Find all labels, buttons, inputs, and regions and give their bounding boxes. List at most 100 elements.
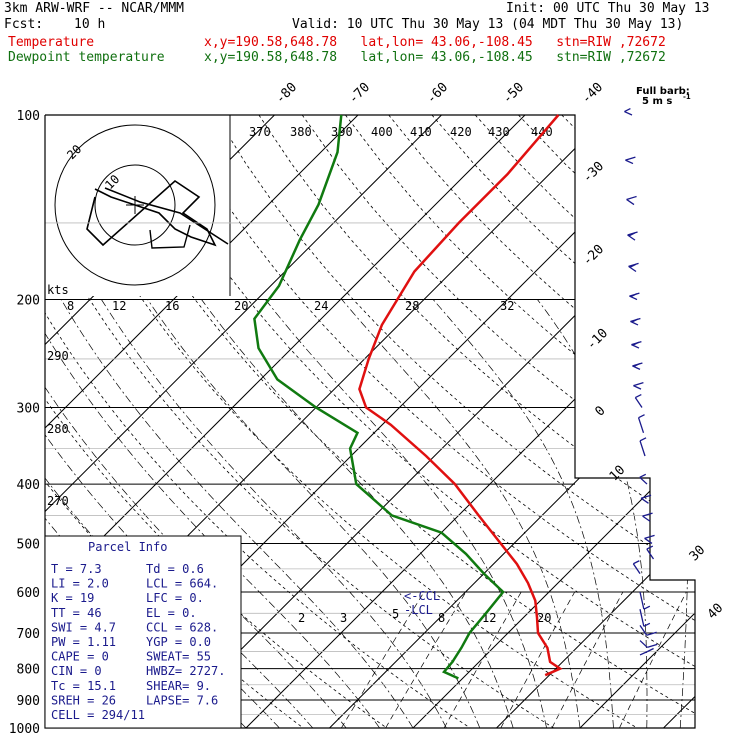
wind-barb bbox=[639, 647, 654, 656]
mixing-ratio-line bbox=[341, 591, 425, 728]
hodograph-speed-label: 28 bbox=[405, 299, 419, 313]
theta-label: 400 bbox=[371, 125, 393, 139]
wind-barb-flag bbox=[633, 362, 641, 368]
parcel-info-value: EL = 0. bbox=[146, 606, 197, 620]
wind-barb-flag bbox=[646, 631, 657, 636]
dewpoint-legend: Dewpoint temperature bbox=[8, 50, 165, 65]
mixing-ratio-labels: 2 3 5 8 12 20 bbox=[298, 607, 551, 625]
wind-barb-staff bbox=[624, 110, 633, 116]
wind-barb-staff bbox=[644, 537, 653, 545]
isotherm-line bbox=[412, 115, 695, 728]
hodograph-trace-line bbox=[86, 179, 217, 247]
wind-barb bbox=[639, 624, 657, 636]
parcel-info-value: K = 19 bbox=[51, 591, 94, 605]
full-barb-units: 5 m s bbox=[642, 96, 672, 107]
full-barb-legend: Full barb: 5 m s -1 bbox=[636, 86, 691, 107]
wind-barb-staff bbox=[639, 609, 645, 627]
wind-barb bbox=[632, 560, 641, 575]
theta-labels: 370 380 390 400 410 420 430 440 bbox=[249, 125, 553, 139]
wind-barb-staff bbox=[642, 515, 651, 522]
parcel-info-value: YGP = 0.0 bbox=[146, 635, 211, 649]
lcl-marker: -LCL bbox=[404, 603, 433, 617]
parcel-info-value: SWI = 4.7 bbox=[51, 620, 116, 634]
wind-barb-staff bbox=[633, 385, 642, 390]
isotherm-label-right: -30 bbox=[580, 159, 607, 186]
hodograph-speed-label: 32 bbox=[500, 299, 514, 313]
theta-label: 410 bbox=[410, 125, 432, 139]
theta-e-label: 290 bbox=[47, 349, 69, 363]
wind-barb bbox=[631, 341, 642, 349]
isotherm-label-right: -20 bbox=[580, 242, 607, 269]
moist-adiabat bbox=[201, 299, 514, 728]
dry-adiabat bbox=[215, 115, 695, 728]
theta-label: 420 bbox=[450, 125, 472, 139]
pressure-axis-labels: 100 200 300 400 500 600 700 800 900 1000 bbox=[9, 109, 40, 737]
moist-adiabat bbox=[45, 299, 280, 728]
wind-barb bbox=[642, 512, 653, 522]
parcel-info-value: Td = 0.6 bbox=[146, 562, 204, 576]
mixing-ratio-label: 8 bbox=[438, 611, 445, 625]
isotherm-label-right: 40 bbox=[705, 601, 727, 623]
wind-barb bbox=[639, 609, 651, 627]
wind-barb-staff bbox=[639, 591, 645, 610]
hodograph-speed-label: 20 bbox=[234, 299, 248, 313]
dry-adiabat bbox=[388, 115, 695, 728]
mixing-ratio-line bbox=[551, 591, 624, 728]
isotherm-label-top: -60 bbox=[424, 80, 451, 107]
isotherm-label-top: -70 bbox=[346, 80, 373, 107]
theta-e-label: 280 bbox=[47, 422, 69, 436]
wind-barb-flag bbox=[644, 534, 655, 539]
wind-barb-flag bbox=[640, 494, 652, 499]
parcel-info-value: CIN = 0 bbox=[51, 664, 102, 678]
kts-label: kts bbox=[47, 283, 69, 297]
parcel-info-value: LI = 2.0 bbox=[51, 577, 109, 591]
hodograph-speed-label: 12 bbox=[112, 299, 126, 313]
moist-adiabat bbox=[45, 299, 347, 728]
mixing-ratio-label: 2 bbox=[298, 611, 305, 625]
parcel-info-value: SHEAR= 9. bbox=[146, 679, 211, 693]
hodograph-trace-segment bbox=[149, 224, 191, 249]
hodograph-trace-segment bbox=[104, 187, 229, 245]
wind-barb-flag bbox=[629, 263, 637, 268]
parcel-info-value: PW = 1.11 bbox=[51, 635, 116, 649]
wind-barb bbox=[630, 317, 641, 326]
parcel-info-value: CELL = 294/11 bbox=[51, 708, 145, 722]
wind-barb-staff bbox=[627, 234, 636, 241]
temperature-location-info: x,y=190.58,648.78 lat,lon= 43.06,-108.45… bbox=[204, 35, 666, 50]
wind-barb-staff bbox=[632, 365, 641, 370]
wind-barbs bbox=[624, 107, 658, 656]
pressure-label-100: 100 bbox=[17, 109, 40, 124]
dry-adiabat bbox=[258, 115, 695, 728]
wind-barb-flag bbox=[642, 512, 653, 517]
ccl-marker: <-CCL bbox=[404, 589, 440, 603]
theta-label: 370 bbox=[249, 125, 271, 139]
isotherm-label-top: -80 bbox=[273, 80, 300, 107]
wind-barb bbox=[626, 195, 637, 206]
wind-barb-flag bbox=[647, 643, 658, 648]
parcel-info-value: LAPSE= 7.6 bbox=[146, 693, 218, 707]
wind-barb bbox=[640, 494, 652, 504]
temperature-legend: Temperature bbox=[8, 35, 95, 50]
wind-barb-staff bbox=[634, 397, 643, 408]
wind-barb-flag bbox=[632, 341, 640, 346]
wind-barb-flag bbox=[643, 605, 651, 610]
pressure-label-300: 300 bbox=[17, 401, 40, 416]
hodograph-ring-20 bbox=[54, 124, 216, 286]
wind-barb bbox=[624, 107, 633, 116]
diagram-border bbox=[44, 114, 696, 729]
mixing-ratio-label: 3 bbox=[340, 611, 347, 625]
pressure-label-800: 800 bbox=[17, 663, 40, 678]
parcel-info-value: LCL = 664. bbox=[146, 577, 218, 591]
isotherm-line bbox=[45, 115, 642, 728]
parcel-info-value: SWEAT= 55 bbox=[146, 650, 211, 664]
parcel-info-panel: Parcel Info T = 7.3 Td = 0.6 LI = 2.0 LCL =… bbox=[44, 535, 242, 729]
init-time: Init: 00 UTC Thu 30 May 13 bbox=[506, 1, 710, 16]
moist-adiabat bbox=[147, 299, 481, 728]
theta-e-labels: 290 280 270 bbox=[47, 349, 69, 508]
theta-label: 380 bbox=[290, 125, 312, 139]
forecast-label: Fcst: bbox=[4, 17, 44, 32]
hodograph-speed-labels: kts 8 12 16 20 24 28 32 bbox=[47, 283, 514, 313]
full-barb-units-exponent: -1 bbox=[683, 93, 691, 101]
pressure-label-1000: 1000 bbox=[9, 722, 40, 737]
wind-barb-flag bbox=[630, 293, 638, 298]
